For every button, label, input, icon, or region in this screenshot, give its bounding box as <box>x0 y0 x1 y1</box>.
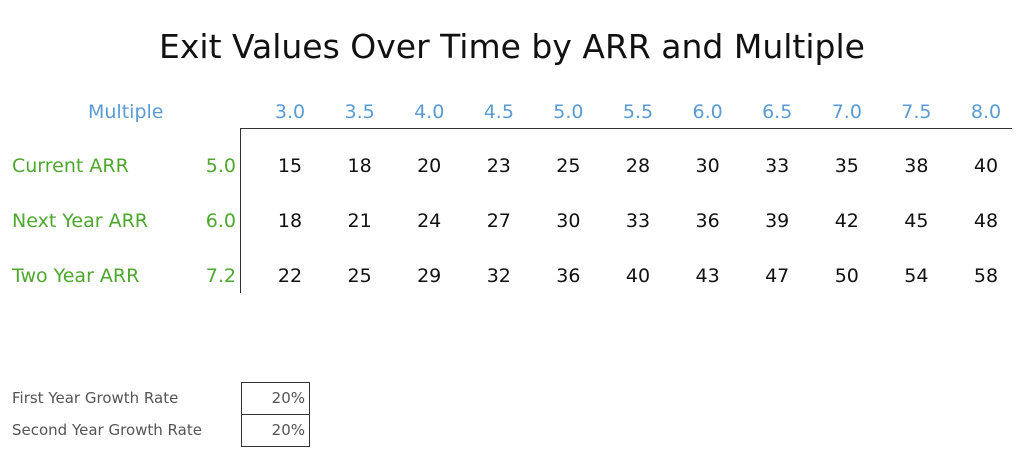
exit-value: 42 <box>834 210 859 232</box>
input-label: First Year Growth Rate <box>12 389 179 407</box>
exit-value: 39 <box>765 210 790 232</box>
exit-value: 40 <box>625 265 651 287</box>
multiple-header: 4.5 <box>483 101 514 123</box>
multiple-header: 7.5 <box>901 101 932 123</box>
divider-horizontal <box>240 128 1012 129</box>
arr-value: 7.2 <box>205 265 236 287</box>
exit-value: 29 <box>417 265 442 287</box>
multiple-header: 3.5 <box>344 101 375 123</box>
title: Exit Values Over Time by ARR and Multipl… <box>159 27 865 66</box>
multiple-header: 4.0 <box>414 101 445 123</box>
arr-value: 6.0 <box>205 210 236 232</box>
exit-value: 33 <box>765 155 790 177</box>
multiple-header: 6.5 <box>762 101 793 123</box>
row-label: Two Year ARR <box>12 265 140 287</box>
multiple-header: 7.0 <box>831 101 862 123</box>
exit-value: 30 <box>695 155 720 177</box>
exit-value: 24 <box>417 210 442 232</box>
exit-value: 54 <box>904 265 929 287</box>
exit-value: 22 <box>277 265 303 287</box>
row-label: Next Year ARR <box>12 210 148 232</box>
exit-value: 40 <box>973 155 999 177</box>
exit-value: 33 <box>625 210 651 232</box>
input-value: 20% <box>241 382 310 415</box>
exit-value: 36 <box>695 210 720 232</box>
input-value: 20% <box>241 414 310 447</box>
multiple-header: 8.0 <box>970 101 1002 123</box>
exit-value: 28 <box>625 155 651 177</box>
exit-value: 48 <box>973 210 999 232</box>
multiple-header: 5.5 <box>622 101 654 123</box>
exit-value: 32 <box>486 265 511 287</box>
exit-value: 27 <box>486 210 511 232</box>
exit-value: 36 <box>556 265 581 287</box>
exit-value: 20 <box>417 155 442 177</box>
exit-value: 18 <box>347 155 372 177</box>
exit-value: 15 <box>277 155 303 177</box>
exit-value: 47 <box>765 265 790 287</box>
row-label: Current ARR <box>12 155 129 177</box>
input-label: Second Year Growth Rate <box>12 421 202 439</box>
exit-value: 30 <box>556 210 581 232</box>
multiple-header: 3.0 <box>274 101 306 123</box>
multiple-header: 5.0 <box>553 101 584 123</box>
divider-vertical <box>240 128 241 293</box>
exit-value: 38 <box>904 155 929 177</box>
exit-value: 18 <box>277 210 303 232</box>
exit-value: 45 <box>904 210 929 232</box>
exit-value: 58 <box>973 265 999 287</box>
multiple-header: 6.0 <box>692 101 723 123</box>
header-label: Multiple <box>88 101 164 123</box>
arr-value: 5.0 <box>205 155 236 177</box>
exit-value: 21 <box>347 210 372 232</box>
exit-value: 25 <box>556 155 581 177</box>
exit-value: 25 <box>347 265 372 287</box>
exit-value: 35 <box>834 155 859 177</box>
exit-value: 43 <box>695 265 720 287</box>
exit-value: 50 <box>834 265 859 287</box>
exit-value: 23 <box>486 155 511 177</box>
